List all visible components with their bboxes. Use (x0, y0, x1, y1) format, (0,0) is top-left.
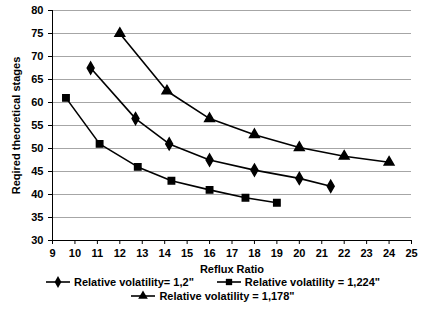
svg-text:Reqired theoretical stages: Reqired theoretical stages (10, 57, 22, 195)
svg-text:11: 11 (92, 247, 104, 259)
svg-text:13: 13 (136, 247, 148, 259)
svg-text:16: 16 (203, 247, 215, 259)
svg-text:Reflux Ratio: Reflux Ratio (200, 263, 264, 275)
svg-text:22: 22 (338, 247, 350, 259)
svg-text:45: 45 (31, 165, 43, 177)
svg-text:24: 24 (383, 247, 396, 259)
svg-text:70: 70 (31, 50, 43, 62)
svg-text:9: 9 (49, 247, 55, 259)
svg-text:65: 65 (31, 73, 43, 85)
svg-text:55: 55 (31, 119, 43, 131)
svg-text:19: 19 (271, 247, 283, 259)
svg-text:21: 21 (316, 247, 328, 259)
svg-text:12: 12 (114, 247, 126, 259)
svg-text:40: 40 (31, 188, 43, 200)
html-text:Relative volatility = 1,178": Relative volatility = 1,178" (159, 290, 295, 302)
svg-text:35: 35 (31, 211, 43, 223)
html-text:Relative volatility= 1,2": Relative volatility= 1,2" (74, 276, 194, 288)
svg-text:60: 60 (31, 96, 43, 108)
svg-text:15: 15 (181, 247, 193, 259)
svg-text:30: 30 (31, 234, 43, 246)
svg-text:18: 18 (248, 247, 260, 259)
svg-text:20: 20 (293, 247, 305, 259)
svg-text:50: 50 (31, 142, 43, 154)
svg-text:25: 25 (405, 247, 417, 259)
svg-text:10: 10 (69, 247, 81, 259)
svg-text:14: 14 (159, 247, 172, 259)
html-text:Relative volatility = 1,224": Relative volatility = 1,224" (244, 276, 380, 288)
svg-text:75: 75 (31, 27, 43, 39)
svg-text:23: 23 (361, 247, 373, 259)
svg-text:80: 80 (31, 4, 43, 16)
svg-text:17: 17 (226, 247, 238, 259)
